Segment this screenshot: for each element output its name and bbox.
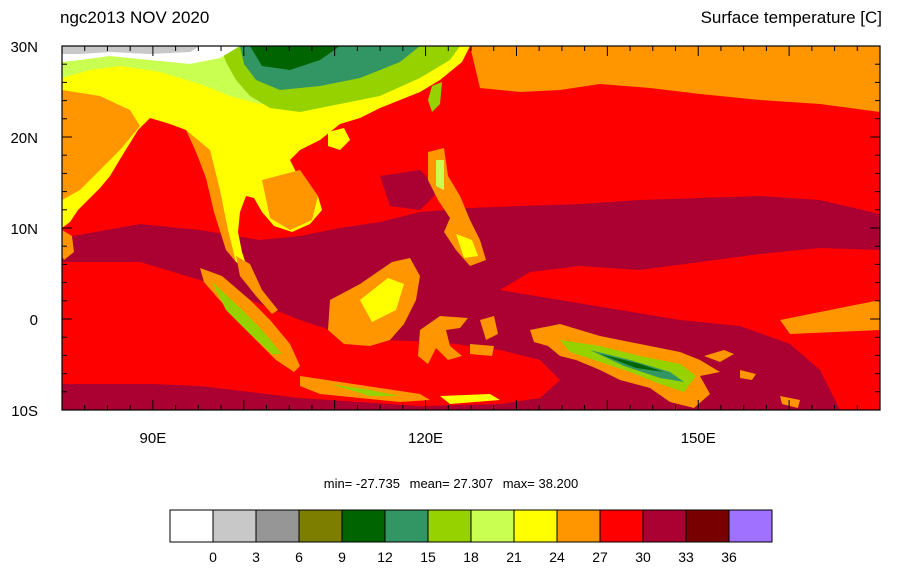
colorbar-label: 12	[377, 549, 393, 565]
stat-min: min= -27.735	[323, 476, 400, 491]
land-mainland-asia	[62, 46, 470, 270]
land-sulawesi	[418, 316, 468, 364]
x-tick-label: 120E	[408, 430, 443, 447]
sea-cool-fringe	[850, 58, 880, 70]
colorbar-label: 0	[209, 549, 217, 565]
x-tick-label: 90E	[140, 430, 167, 447]
colorbar-label: 33	[678, 549, 694, 565]
land-taiwan	[428, 82, 442, 112]
land-seram	[470, 344, 494, 356]
land-java-highland	[330, 384, 400, 396]
land-luzon-highland	[436, 160, 444, 190]
land-lesser-sunda	[440, 394, 500, 404]
map-field	[62, 46, 880, 410]
colorbar: 0 3 6 9 12 15 18 21 24 27 30 33 36	[169, 509, 773, 565]
colorbar-swatch	[169, 509, 214, 543]
map-title-left: ngc2013 NOV 2020	[60, 8, 210, 27]
sea-cool-region-east	[780, 300, 880, 334]
land-malay-peninsula	[236, 256, 278, 314]
colorbar-label: 9	[338, 549, 346, 565]
map-title-right: Surface temperature [C]	[700, 8, 882, 27]
axis-ticks	[61, 45, 881, 411]
colorbar-swatch	[513, 509, 558, 543]
land-india-east	[62, 90, 140, 200]
colorbar-label: 24	[549, 549, 565, 565]
land-solomon	[780, 396, 800, 408]
colorbar-swatch	[728, 509, 773, 543]
land-new-guinea-summit	[600, 354, 664, 372]
land-myanmar-coast	[186, 130, 236, 262]
y-tick-label: 30N	[10, 39, 38, 56]
colorbar-label: 18	[463, 549, 479, 565]
y-tick-label: 10S	[11, 403, 38, 420]
colorbar-label: 3	[252, 549, 260, 565]
land-mindanao	[456, 234, 478, 258]
stat-max: max= 38.200	[502, 476, 579, 491]
colorbar-swatch	[298, 509, 343, 543]
colorbar-swatch	[212, 509, 257, 543]
colorbar-swatch	[556, 509, 601, 543]
sea-cool-region-north	[470, 46, 880, 112]
axis-tick-labels: 90E 120E 150E 30N 20N 10N 0 10S	[10, 39, 715, 447]
colorbar-label: 21	[506, 549, 522, 565]
land-cambodia	[262, 170, 318, 230]
field-statistics: min= -27.735 mean= 27.307 max= 38.200	[0, 476, 902, 491]
land-cold-peaks	[62, 46, 200, 54]
land-sri-lanka	[62, 230, 74, 260]
colorbar-swatch	[599, 509, 644, 543]
colorbar-label: 6	[295, 549, 303, 565]
land-mountains	[250, 46, 340, 70]
colorbar-label: 30	[635, 549, 651, 565]
colorbar-label: 15	[420, 549, 436, 565]
colorbar-swatch	[384, 509, 429, 543]
y-tick-label: 20N	[10, 130, 38, 147]
x-tick-label: 150E	[681, 430, 716, 447]
land-halmahera	[480, 316, 498, 340]
land-bougainville	[740, 370, 756, 380]
y-tick-label: 0	[30, 312, 38, 329]
land-sumatra-highland	[212, 282, 282, 354]
colorbar-swatch	[470, 509, 515, 543]
colorbar-label: 36	[721, 549, 737, 565]
colorbar-swatch	[685, 509, 730, 543]
colorbar-swatch	[341, 509, 386, 543]
y-tick-label: 10N	[10, 221, 38, 238]
land-hainan	[328, 128, 350, 150]
colorbar-swatch	[255, 509, 300, 543]
stat-mean: mean= 27.307	[409, 476, 494, 491]
land-borneo-interior	[360, 278, 404, 322]
colorbar-label: 27	[592, 549, 608, 565]
colorbar-swatch	[642, 509, 687, 543]
colorbar-swatch	[427, 509, 472, 543]
sea-hot-patch	[380, 170, 440, 210]
sea-warm-south	[62, 320, 300, 384]
land-new-britain	[704, 350, 734, 362]
